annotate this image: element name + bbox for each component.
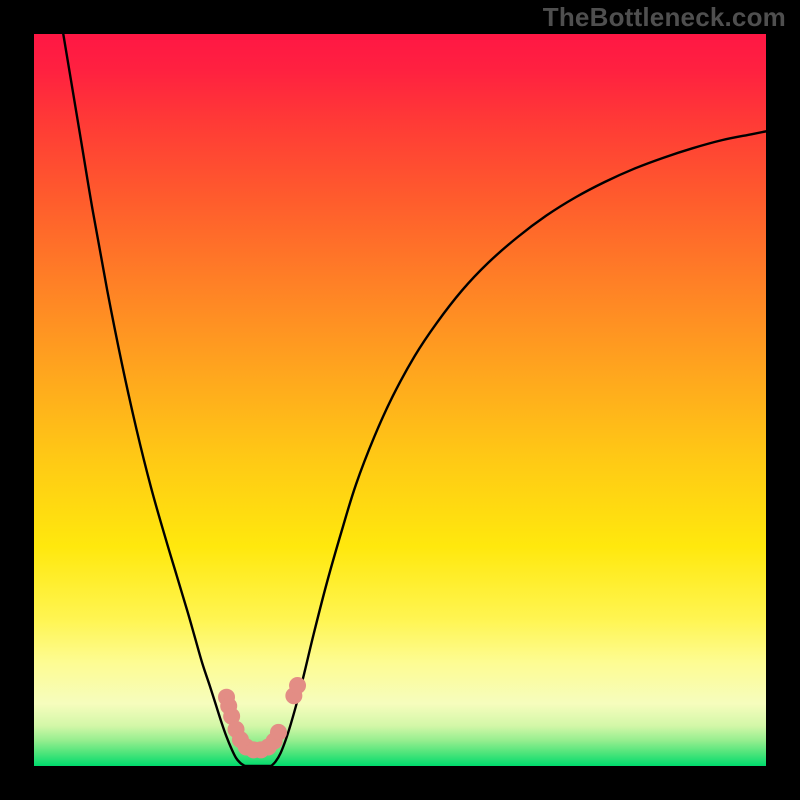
marker-dot	[270, 724, 286, 740]
plot-area	[34, 34, 766, 766]
attribution-watermark: TheBottleneck.com	[543, 2, 786, 33]
chart-svg	[34, 34, 766, 766]
curve-left-lobe	[63, 34, 245, 766]
figure-root: TheBottleneck.com	[0, 0, 800, 800]
marker-dot	[290, 677, 306, 693]
curve-right-lobe	[271, 131, 766, 766]
